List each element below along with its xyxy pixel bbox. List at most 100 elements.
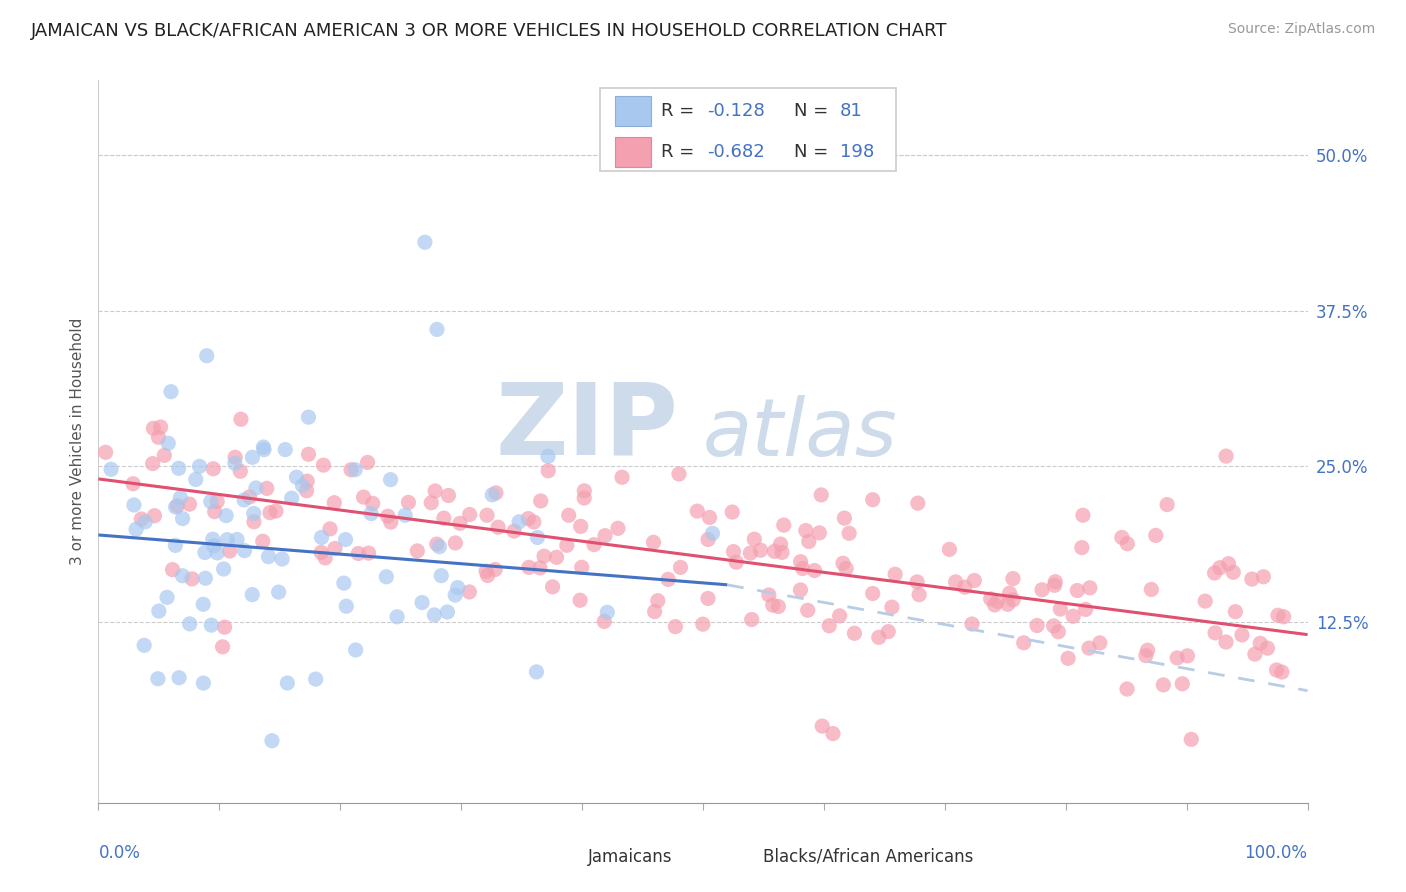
Point	[1249, 636, 1271, 650]
Point	[449, 516, 471, 531]
Point	[224, 456, 246, 470]
Point	[162, 563, 184, 577]
Point	[233, 543, 256, 558]
Point	[963, 574, 986, 588]
Point	[1070, 541, 1092, 555]
Point	[832, 556, 855, 570]
Text: atlas: atlas	[703, 395, 898, 474]
Text: 198: 198	[839, 144, 875, 161]
Point	[423, 483, 446, 498]
Point	[772, 518, 794, 533]
Point	[1047, 624, 1070, 639]
Point	[1166, 651, 1188, 665]
Point	[194, 545, 217, 559]
Point	[980, 591, 1002, 606]
Point	[486, 520, 509, 534]
Point	[1253, 570, 1275, 584]
Text: JAMAICAN VS BLACK/AFRICAN AMERICAN 3 OR MORE VEHICLES IN HOUSEHOLD CORRELATION C: JAMAICAN VS BLACK/AFRICAN AMERICAN 3 OR …	[31, 22, 948, 40]
Point	[537, 450, 560, 464]
Point	[426, 537, 449, 551]
Point	[205, 494, 228, 508]
Point	[377, 509, 399, 524]
Point	[380, 473, 402, 487]
Point	[193, 597, 215, 611]
Point	[1144, 528, 1167, 542]
Point	[260, 733, 283, 747]
Point	[792, 561, 814, 575]
Point	[224, 450, 246, 465]
Point	[868, 631, 890, 645]
Text: 100.0%: 100.0%	[1244, 845, 1308, 863]
Point	[1177, 648, 1199, 663]
Point	[668, 467, 690, 481]
Point	[297, 447, 319, 461]
Point	[1026, 618, 1049, 632]
Point	[226, 533, 249, 547]
Point	[741, 613, 763, 627]
Point	[789, 555, 811, 569]
Point	[749, 543, 772, 558]
Text: Source: ZipAtlas.com: Source: ZipAtlas.com	[1227, 22, 1375, 37]
Point	[1078, 641, 1101, 656]
Point	[987, 594, 1010, 608]
Point	[323, 496, 346, 510]
Point	[242, 507, 264, 521]
Point	[692, 617, 714, 632]
Point	[1222, 566, 1244, 580]
Point	[1049, 602, 1071, 616]
Point	[252, 534, 274, 549]
Point	[1156, 498, 1178, 512]
Point	[794, 524, 817, 538]
Point	[429, 540, 451, 554]
Point	[1152, 678, 1174, 692]
Point	[523, 515, 546, 529]
Point	[517, 511, 540, 525]
Point	[305, 672, 328, 686]
Point	[811, 719, 834, 733]
Point	[1215, 449, 1237, 463]
Text: R =: R =	[661, 102, 700, 120]
Point	[1240, 572, 1263, 586]
Point	[1116, 537, 1139, 551]
Point	[193, 676, 215, 690]
Point	[1088, 636, 1111, 650]
Point	[125, 522, 148, 536]
Point	[353, 490, 375, 504]
Point	[143, 508, 166, 523]
Point	[229, 412, 252, 426]
Point	[311, 530, 333, 544]
Point	[165, 500, 187, 514]
Point	[1111, 531, 1133, 545]
Point	[398, 495, 420, 509]
Point	[200, 494, 222, 508]
Point	[569, 593, 592, 607]
Point	[142, 421, 165, 435]
Point	[862, 586, 884, 600]
Point	[862, 492, 884, 507]
Point	[253, 442, 276, 457]
Point	[1043, 578, 1066, 592]
Point	[375, 570, 398, 584]
Point	[810, 488, 832, 502]
Point	[541, 580, 564, 594]
Point	[1256, 641, 1278, 656]
Point	[1057, 651, 1080, 665]
Point	[238, 490, 260, 504]
Point	[188, 459, 211, 474]
Point	[142, 457, 165, 471]
Point	[796, 603, 818, 617]
FancyBboxPatch shape	[600, 87, 897, 170]
Point	[789, 582, 811, 597]
Point	[291, 478, 314, 492]
Point	[574, 483, 596, 498]
Point	[697, 591, 720, 606]
Point	[148, 430, 170, 444]
Point	[146, 672, 169, 686]
Point	[295, 474, 318, 488]
Point	[385, 609, 408, 624]
Point	[998, 586, 1021, 600]
Point	[938, 542, 960, 557]
Point	[167, 671, 190, 685]
Point	[134, 515, 156, 529]
Point	[1066, 583, 1088, 598]
